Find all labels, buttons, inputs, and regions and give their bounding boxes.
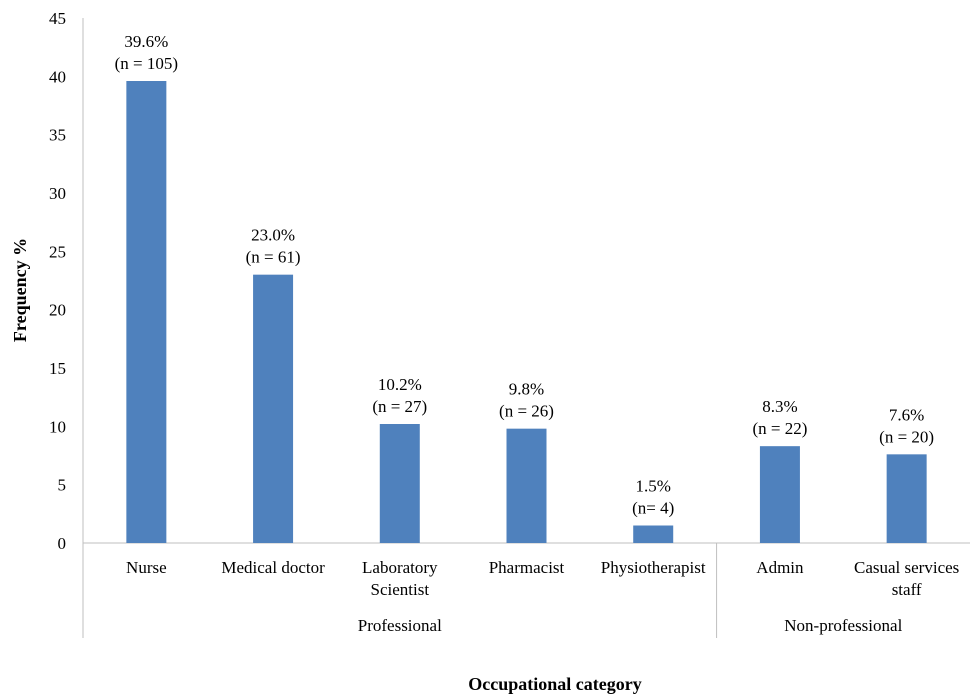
category-label: Pharmacist [489,558,565,577]
data-label: (n= 4) [632,499,674,518]
axes [82,18,970,638]
category-label: Medical doctor [221,558,325,577]
group-label: Non-professional [784,616,902,635]
category-label: Admin [756,558,804,577]
data-label: 7.6% [889,405,924,424]
bar [506,428,547,543]
x-axis-title: Occupational category [468,674,641,694]
y-tick-label: 35 [49,126,66,145]
data-label: 39.6% [124,32,168,51]
group-label: Professional [358,616,442,635]
bar [886,454,927,543]
bar [253,274,294,543]
y-tick-labels: 0 5 10 15 20 25 30 35 40 45 [49,9,66,553]
data-label: (n = 27) [372,397,427,416]
data-label: (n = 61) [246,248,301,267]
category-labels: Nurse Medical doctor Laboratory Scientist Ph… [126,558,959,599]
y-tick-label: 15 [49,359,66,378]
category-label: Scientist [371,580,430,599]
y-tick-label: 45 [49,9,66,28]
data-label: 9.8% [509,380,544,399]
group-labels: Professional Non-professional [358,543,903,638]
data-label: (n = 22) [752,419,807,438]
category-label: Laboratory [362,558,438,577]
category-label: Casual services [854,558,959,577]
y-tick-label: 20 [49,301,66,320]
data-label: 23.0% [251,226,295,245]
data-label: 1.5% [636,477,671,496]
category-label: staff [892,580,922,599]
data-label: 10.2% [378,375,422,394]
data-labels: 39.6% (n = 105) 23.0% (n = 61) 10.2% (n = 27)… [115,32,934,518]
y-tick-label: 10 [49,417,66,436]
bar [126,81,167,543]
bar [379,424,420,543]
y-tick-label: 40 [49,67,66,86]
category-label: Physiotherapist [601,558,706,577]
y-tick-label: 25 [49,242,66,261]
y-tick-label: 5 [58,476,67,495]
y-tick-label: 0 [58,534,67,553]
bar [633,525,674,543]
data-label: (n = 26) [499,402,554,421]
data-label: 8.3% [762,397,797,416]
data-label: (n = 105) [115,54,178,73]
y-axis-title: Frequency % [10,238,30,342]
bars [126,81,927,543]
bar [759,446,800,543]
category-label: Nurse [126,558,167,577]
y-tick-label: 30 [49,184,66,203]
data-label: (n = 20) [879,427,934,446]
